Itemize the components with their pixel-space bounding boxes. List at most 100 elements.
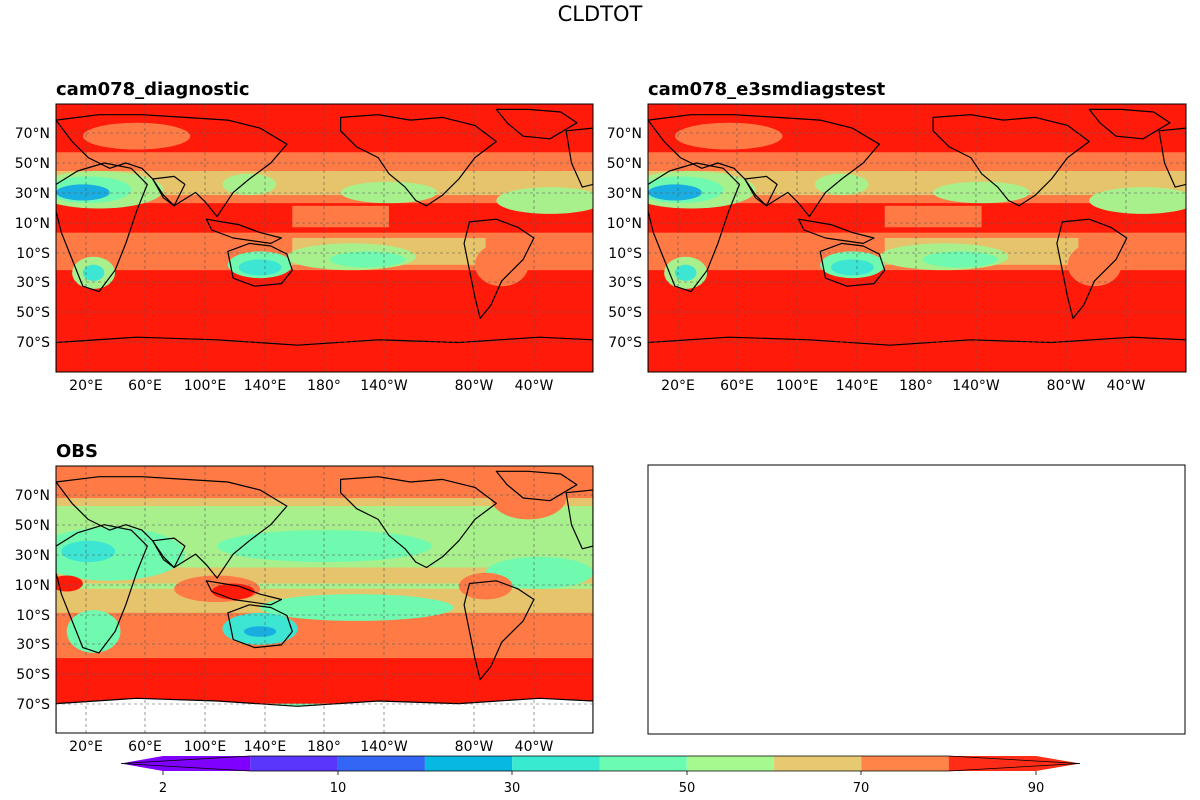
x-tick-label: 40°W xyxy=(515,378,554,394)
y-tick-label: 10°S xyxy=(16,246,50,262)
coastline-southamerica xyxy=(1056,218,1128,319)
map-panel-cam078-e3smdiagstest: 20°E 60°E 100°E 140°E 180° 140°W 80°W 40°W 70°N… xyxy=(607,103,1187,394)
y-tick-label: 70°N xyxy=(15,488,50,504)
cloud-fraction-contours xyxy=(648,104,1186,372)
contour-orange xyxy=(1067,243,1122,287)
map-gridlines xyxy=(648,104,1186,372)
x-tick-label: 80°W xyxy=(1047,378,1086,394)
contour-red xyxy=(56,658,593,699)
map-frame xyxy=(55,103,594,373)
x-tick-label: 180° xyxy=(307,739,341,755)
y-tick-label: 70°S xyxy=(608,335,642,351)
contour-lightgreen xyxy=(1089,187,1186,214)
colorbar-outline xyxy=(120,755,1081,772)
colorbar-segment xyxy=(599,756,687,771)
map-frame xyxy=(647,103,1187,373)
coastline-eurasia xyxy=(648,114,880,218)
colorbar-ticks: 2 10 30 50 70 90 xyxy=(159,771,1044,796)
map-panel-cam078-diagnostic: 20°E 60°E 100°E 140°E 180° 140°W 80°W 40°W 70°N… xyxy=(15,103,594,394)
map-gridlines xyxy=(56,466,593,733)
y-tick-label: 30°S xyxy=(16,637,50,653)
coastline-indonesia xyxy=(205,580,283,606)
x-tick-label: 100°E xyxy=(184,378,227,394)
y-tick-label: 50°N xyxy=(15,156,50,172)
contour-cyan xyxy=(82,264,105,281)
x-tick-label: 40°W xyxy=(1107,378,1146,394)
coastline-eurasia xyxy=(56,476,288,579)
coastline-india xyxy=(152,537,186,569)
antarctica-landmass xyxy=(648,336,1186,372)
panel-title-cam078-e3smdiagstest: cam078_e3smdiagstest xyxy=(648,79,886,100)
cloud-fraction-contours xyxy=(56,466,593,733)
x-tick-label: 20°E xyxy=(69,378,103,394)
colorbar-tick-label: 10 xyxy=(330,781,347,796)
colorbar-tick-label: 30 xyxy=(504,781,521,796)
colorbar-segment xyxy=(250,756,338,771)
map-frame xyxy=(55,465,594,734)
map-field xyxy=(56,466,593,733)
contour-blue xyxy=(648,184,702,201)
coastline-westeurope xyxy=(1158,127,1186,188)
contour-blue xyxy=(56,184,110,201)
y-tick-label: 10°S xyxy=(608,246,642,262)
y-tick-label: 70°S xyxy=(16,697,50,713)
coastline-indonesia xyxy=(205,218,283,244)
x-tick-label: 80°W xyxy=(455,378,494,394)
contour-lightgreen xyxy=(340,181,438,204)
x-tick-label: 140°E xyxy=(244,378,287,394)
antarctica-landmass xyxy=(56,336,593,372)
colorbar-segment xyxy=(774,756,862,771)
map-gridlines xyxy=(56,104,593,372)
contour-green xyxy=(66,610,121,653)
y-tick-label: 70°N xyxy=(15,126,50,142)
coastline-australia xyxy=(227,604,293,649)
colorbar-segment xyxy=(948,756,1080,771)
panel-title-obs: OBS xyxy=(56,441,98,462)
y-tick-label: 10°N xyxy=(15,216,50,232)
contour-red xyxy=(211,583,255,600)
y-tick-labels: 70°N 50°N 30°N 10°N 10°S 30°S 50°S 70°S xyxy=(15,488,50,713)
colorbar-segment xyxy=(121,756,251,771)
coastline-eurasia xyxy=(56,114,288,218)
x-tick-label: 60°E xyxy=(128,378,162,394)
x-tick-label: 140°E xyxy=(836,378,879,394)
x-tick-label: 140°W xyxy=(952,378,1000,394)
colorbar-segment xyxy=(686,756,775,771)
y-tick-labels: 70°N 50°N 30°N 10°N 10°S 30°S 50°S 70°S xyxy=(607,126,642,351)
x-tick-label: 180° xyxy=(899,378,933,394)
x-tick-labels: 20°E 60°E 100°E 140°E 180° 140°W 80°W 40°W xyxy=(661,378,1145,394)
y-tick-label: 50°N xyxy=(607,156,642,172)
coastline-westeurope xyxy=(565,489,593,550)
coastline-southamerica xyxy=(463,580,535,681)
coastline-westeurope xyxy=(565,127,593,188)
coastline-australia xyxy=(819,242,886,287)
coastlines xyxy=(56,470,593,681)
coastline-northamerica xyxy=(340,114,497,207)
y-tick-label: 50°S xyxy=(16,305,50,321)
colorbar-segment xyxy=(861,756,949,771)
coastline-africa xyxy=(648,162,741,293)
contour-green xyxy=(260,594,454,621)
contour-orange xyxy=(56,612,593,659)
colorbar-segment xyxy=(424,756,513,771)
y-tick-label: 10°N xyxy=(15,578,50,594)
coastline-northamerica xyxy=(932,114,1090,207)
contour-green xyxy=(329,251,406,268)
x-tick-label: 60°E xyxy=(720,378,754,394)
colorbar-tick-label: 90 xyxy=(1028,781,1045,796)
contour-cyan xyxy=(61,540,116,563)
contour-orange xyxy=(292,205,389,228)
contour-red xyxy=(1099,114,1165,147)
colorbar-segment xyxy=(512,756,600,771)
x-tick-label: 140°E xyxy=(244,739,287,755)
empty-panel xyxy=(647,464,1186,735)
x-tick-label: 140°W xyxy=(360,739,408,755)
contour-orange xyxy=(674,122,783,150)
contour-lightgreen xyxy=(496,187,593,214)
y-tick-label: 50°S xyxy=(608,305,642,321)
contour-red xyxy=(56,575,83,592)
y-tick-label: 70°N xyxy=(607,126,642,142)
coastline-africa xyxy=(56,162,148,293)
coastline-southamerica xyxy=(463,218,535,319)
